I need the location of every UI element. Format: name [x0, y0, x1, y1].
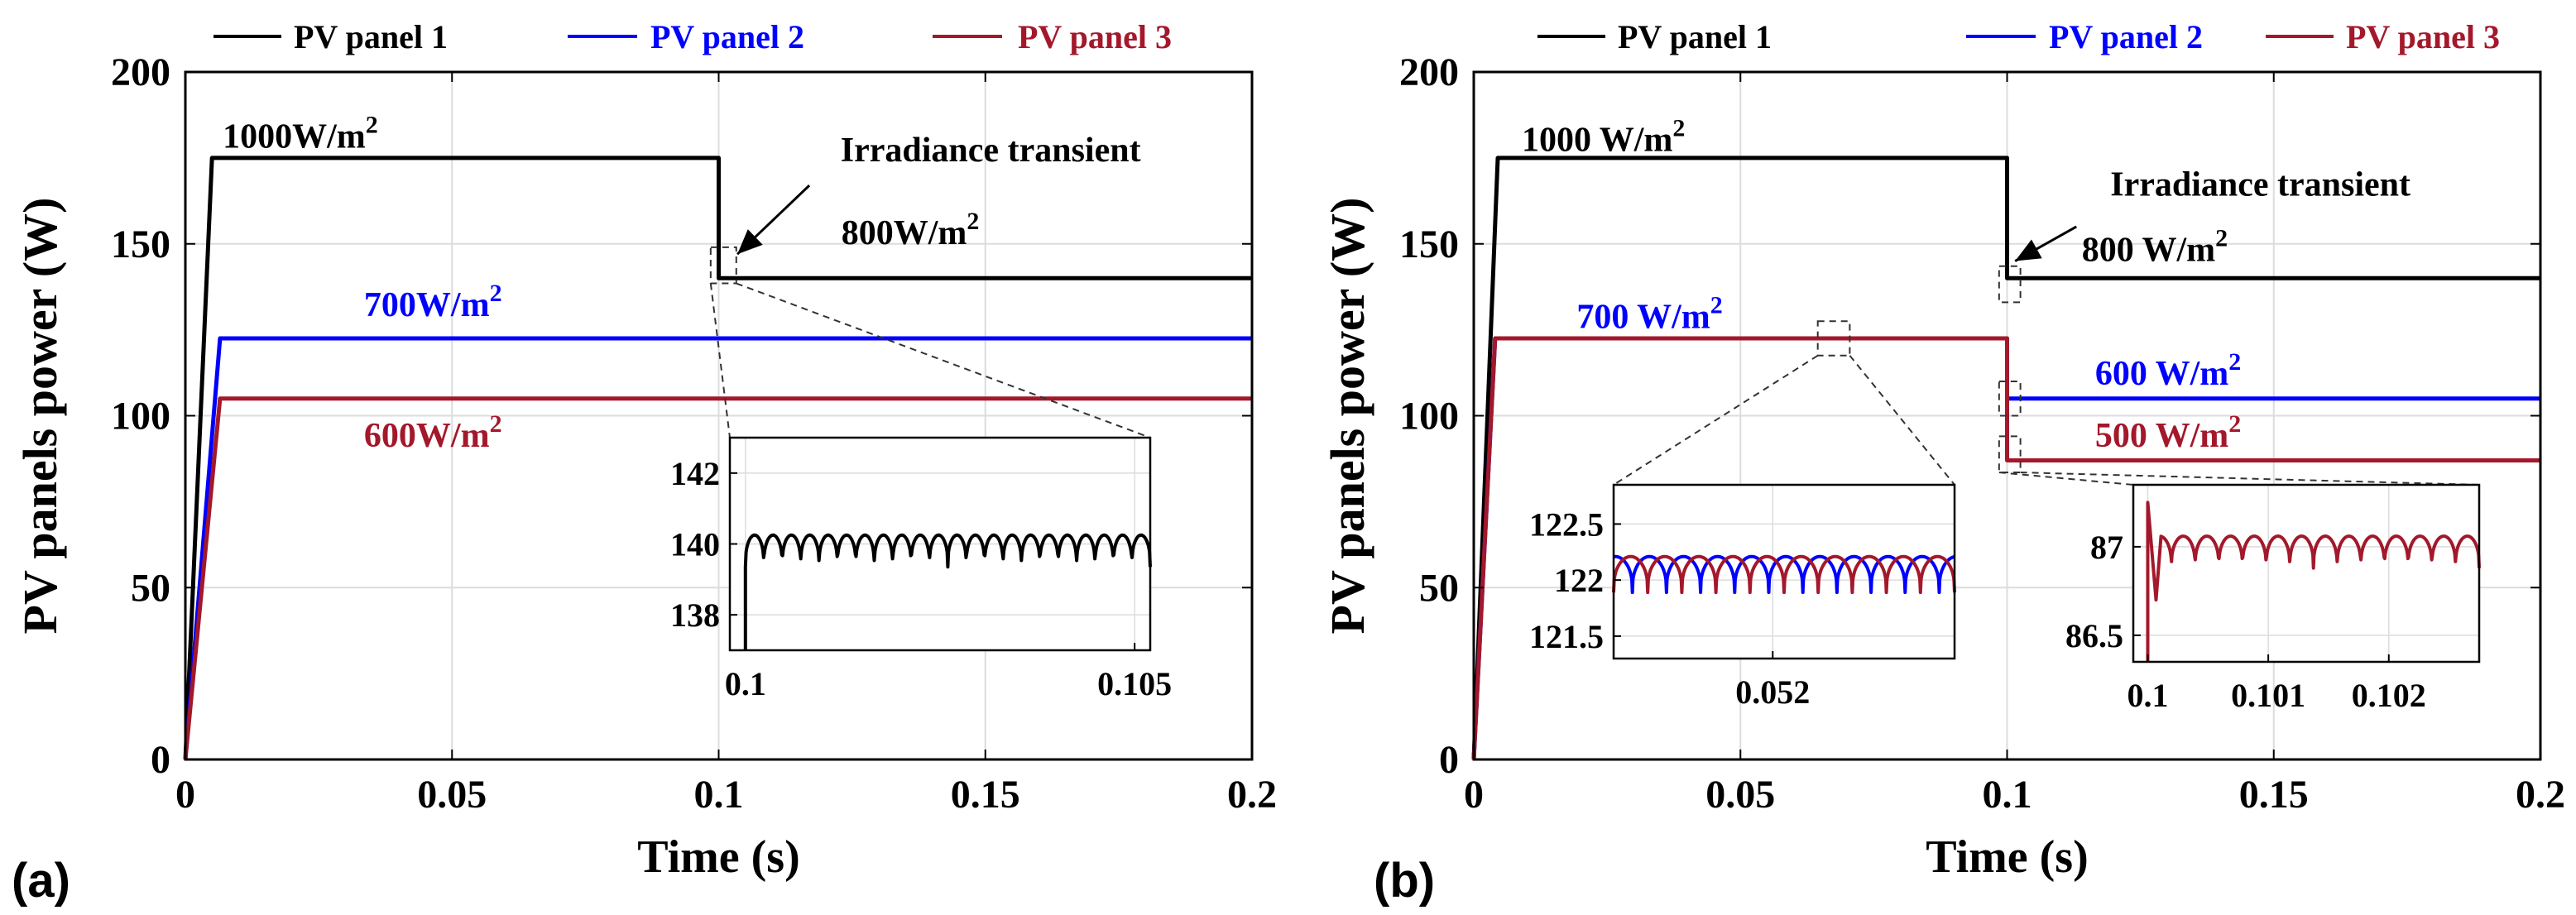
y-axis-label: PV panels power (W) [1321, 198, 1374, 635]
y-tick-label: 0 [1439, 738, 1459, 782]
x-tick-label: 0.1 [694, 773, 744, 817]
series-line-panel-3 [183, 396, 1252, 760]
series-line-panel-3 [1471, 336, 2540, 760]
y-tick-label: 150 [1399, 223, 1459, 266]
x-tick-label: 0.05 [417, 773, 487, 817]
inset-2: 86.5 87 0.1 0.101 0.102 [1998, 472, 2481, 714]
x-tick-label: 0 [175, 773, 195, 817]
zoom-source-box [1998, 435, 2022, 474]
inset-x-tick-label: 0.1 [2127, 677, 2168, 714]
legend-label-panel-3: PV panel 3 [1018, 18, 1172, 55]
inset-x-tick-label: 0.105 [1097, 665, 1172, 702]
zoom-connector [1849, 355, 1955, 486]
irradiance-label: 600 W/m2 [2095, 348, 2241, 393]
y-axis-label: PV panels power (W) [13, 198, 67, 635]
zoom-connector [1613, 354, 1819, 486]
y-tick-label: 200 [1399, 50, 1459, 94]
y-tick-label: 200 [111, 50, 170, 94]
irradiance-label: 1000 W/m2 [1522, 115, 1685, 160]
zoom-connector [736, 282, 1151, 438]
x-tick-label: 0.15 [2239, 773, 2309, 817]
irradiance-transient-label: Irradiance transient [2110, 166, 2411, 204]
inset-x-tick-label: 0.1 [725, 665, 766, 702]
legend-label-panel-3: PV panel 3 [2346, 18, 2500, 55]
x-tick-label: 0.2 [2516, 773, 2565, 817]
inset-y-tick-label: 87 [2090, 529, 2123, 566]
zoom-source-box [1998, 265, 2022, 304]
y-tick-label: 50 [1419, 566, 1459, 610]
inset-y-tick-label: 142 [670, 455, 720, 492]
y-tick-label: 50 [131, 566, 170, 610]
series-line-panel-1 [183, 156, 1252, 760]
inset-1: 138 140 142 0.1 0.105 [670, 282, 1172, 702]
x-axis-label: Time (s) [1926, 831, 2089, 883]
inset-y-tick-label: 122.5 [1529, 505, 1604, 543]
inset-series-line [1612, 554, 1956, 595]
y-tick-label: 0 [151, 738, 170, 782]
inset-y-tick-label: 140 [670, 526, 720, 563]
panel-b: 0 0.05 0.1 0.15 0.2 0 50 100 150 200 Time (s) PV pa… [1321, 18, 2565, 883]
x-tick-label: 0.1 [1983, 773, 2032, 817]
inset-frame [1612, 483, 1956, 660]
x-tick-label: 0.2 [1227, 773, 1277, 817]
zoom-source-box [1998, 380, 2022, 417]
y-tick-label: 100 [1399, 395, 1459, 438]
inset-y-tick-label: 138 [670, 596, 720, 634]
inset-y-tick-label: 86.5 [2065, 617, 2123, 654]
x-tick-label: 0 [1464, 773, 1484, 817]
inset-x-tick-label: 0.102 [2352, 677, 2426, 714]
x-tick-label: 0.05 [1705, 773, 1775, 817]
callout-arrow-head [2015, 239, 2042, 261]
inset-x-tick-label: 0.101 [2231, 677, 2305, 714]
series-line-panel-1 [1471, 156, 2540, 760]
inset-series-line [2146, 501, 2481, 662]
zoom-connector [2020, 472, 2480, 486]
irradiance-label: 700 W/m2 [1576, 292, 1722, 337]
zoom-source-box [1816, 320, 1851, 357]
legend-label-panel-2: PV panel 2 [2049, 18, 2203, 55]
y-tick-label: 100 [111, 395, 170, 438]
zoom-connector [709, 283, 731, 438]
zoom-source-box [709, 246, 737, 285]
irradiance-transient-label: Irradiance transient [841, 132, 1141, 170]
irradiance-label: 500 W/m2 [2095, 410, 2241, 455]
inset-x-tick-label: 0.052 [1735, 673, 1810, 711]
y-tick-label: 150 [111, 223, 170, 266]
x-tick-label: 0.15 [951, 773, 1020, 817]
inset-y-tick-label: 121.5 [1529, 618, 1604, 655]
callout-arrow-head [737, 229, 763, 255]
panel-label-b: (b) [1374, 854, 1435, 908]
inset-series-line [1612, 554, 1956, 595]
irradiance-label: 600W/m2 [364, 410, 502, 455]
inset-background [2133, 485, 2479, 662]
panel-label-a: (a) [12, 854, 70, 908]
inset-frame [2132, 483, 2481, 663]
inset-series-line [743, 533, 1152, 651]
inset-1: 121.5 122 122.5 0.052 [1529, 354, 1956, 711]
irradiance-label: 700W/m2 [364, 280, 502, 324]
irradiance-label: 800 W/m2 [2082, 225, 2228, 270]
inset-y-tick-label: 122 [1554, 562, 1604, 599]
legend-label-panel-1: PV panel 1 [294, 18, 448, 55]
legend-label-panel-1: PV panel 1 [1618, 18, 1772, 55]
irradiance-label: 1000W/m2 [223, 111, 378, 156]
x-axis-label: Time (s) [637, 831, 800, 883]
legend-label-panel-2: PV panel 2 [650, 18, 804, 55]
panel-a: 0 0.05 0.1 0.15 0.2 0 50 100 150 200 Time (s) PV pa… [13, 18, 1277, 883]
irradiance-label: 800W/m2 [842, 208, 980, 252]
